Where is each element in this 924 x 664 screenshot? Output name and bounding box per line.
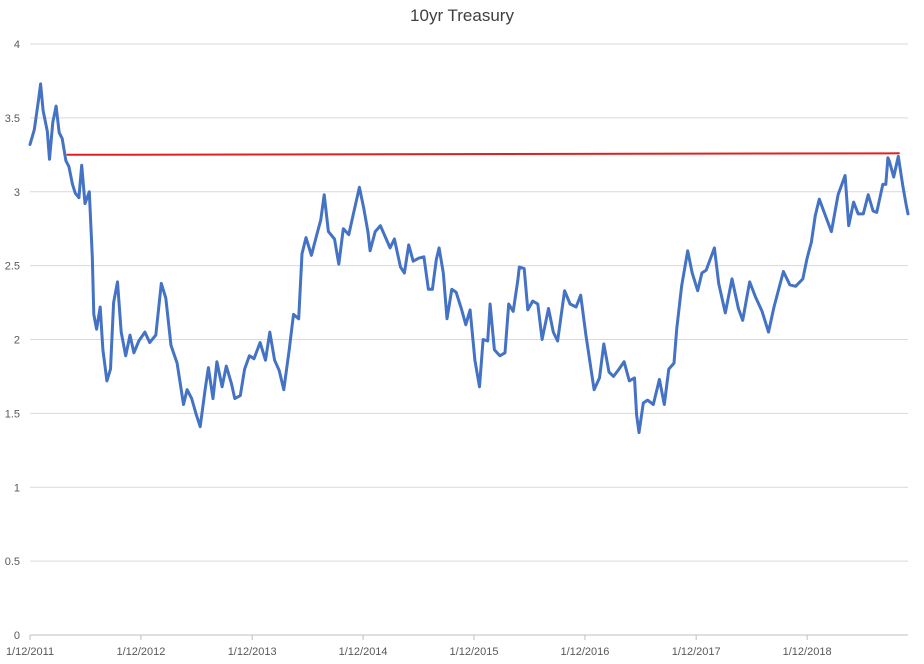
chart-title: 10yr Treasury <box>410 6 514 25</box>
y-tick-label: 1 <box>14 482 20 494</box>
y-tick-label: 1.5 <box>5 408 20 420</box>
x-tick-label: 1/12/2017 <box>672 646 721 658</box>
x-tick-label: 1/12/2015 <box>450 646 499 658</box>
x-tick-label: 1/12/2014 <box>339 646 388 658</box>
x-tick-label: 1/12/2013 <box>228 646 277 658</box>
y-tick-label: 2.5 <box>5 261 20 273</box>
x-tick-label: 1/12/2012 <box>116 646 165 658</box>
yield-series-line <box>28 82 910 435</box>
y-tick-label: 2 <box>14 335 20 347</box>
x-tick-label: 1/12/2011 <box>6 646 54 658</box>
y-tick-label: 0 <box>14 630 20 642</box>
x-tick-label: 1/12/2016 <box>560 646 609 658</box>
y-tick-label: 0.5 <box>5 556 20 568</box>
y-tick-label: 4 <box>14 39 20 51</box>
reference-line <box>66 152 900 156</box>
y-tick-label: 3.5 <box>5 113 20 125</box>
y-tick-label: 3 <box>14 187 20 199</box>
x-tick-label: 1/12/2018 <box>783 646 832 658</box>
